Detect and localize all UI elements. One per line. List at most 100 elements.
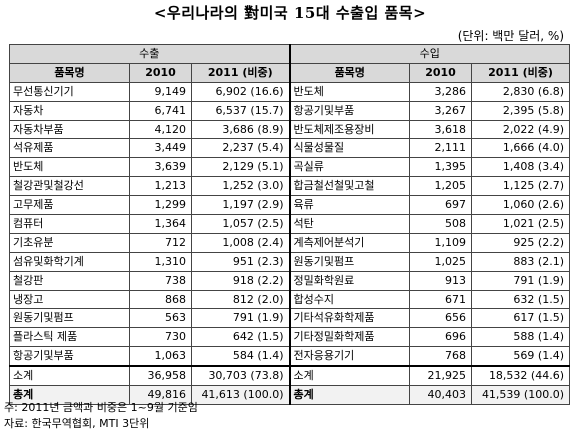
export-value-2010: 3,449 xyxy=(129,138,192,159)
import-item-name: 육류 xyxy=(288,195,410,216)
import-value-2010: 3,618 xyxy=(409,119,472,140)
import-item-name: 합금철선철및고철 xyxy=(288,176,410,197)
export-item-name: 기초유분 xyxy=(9,232,130,253)
import-total-2011: 41,539 (100.0) xyxy=(471,385,570,405)
import-value-2011: 1,666 (4.0) xyxy=(471,138,570,159)
export-value-2011: 3,686 (8.9) xyxy=(191,119,290,140)
export-item-name: 고무제품 xyxy=(9,195,130,216)
export-value-2010: 3,639 xyxy=(129,157,192,178)
import-col-item: 품목명 xyxy=(288,62,410,83)
import-value-2010: 1,205 xyxy=(409,176,472,197)
export-value-2011: 1,197 (2.9) xyxy=(191,195,290,216)
table-row: 섬유및화학기계 1,310 951 (2.3) 원동기및펌프 1,025 883 (2.1… xyxy=(9,251,570,272)
import-item-name: 곡실류 xyxy=(288,157,410,178)
import-value-2011: 2,022 (4.9) xyxy=(471,119,570,140)
import-value-2011: 1,408 (3.4) xyxy=(471,157,570,178)
import-item-name: 항공기및부품 xyxy=(288,100,410,121)
export-item-name: 자동차 xyxy=(9,100,130,121)
import-value-2011: 883 (2.1) xyxy=(471,251,570,272)
export-item-name: 컴퓨터 xyxy=(9,214,130,234)
export-value-2010: 712 xyxy=(129,232,192,253)
table-row: 반도체 3,639 2,129 (5.1) 곡실류 1,395 1,408 (3.4) xyxy=(9,157,570,178)
export-item-name: 항공기및부품 xyxy=(9,346,130,367)
export-value-2010: 1,299 xyxy=(129,195,192,216)
import-col-2010: 2010 xyxy=(409,62,472,83)
footnotes: 주: 2011년 금액과 비중은 1~9월 기준임 자료: 한국무역협회, MT… xyxy=(4,400,198,432)
export-header: 수출 xyxy=(9,44,290,64)
export-item-name: 섬유및화학기계 xyxy=(9,251,130,272)
import-value-2010: 656 xyxy=(409,308,472,329)
import-value-2011: 1,125 (2.7) xyxy=(471,176,570,197)
export-value-2010: 738 xyxy=(129,270,192,291)
export-value-2011: 951 (2.3) xyxy=(191,251,290,272)
export-value-2011: 6,537 (15.7) xyxy=(191,100,290,121)
export-col-item: 품목명 xyxy=(9,62,130,83)
export-value-2010: 1,063 xyxy=(129,346,192,367)
import-value-2010: 3,267 xyxy=(409,100,472,121)
import-value-2010: 671 xyxy=(409,289,472,310)
total-row: 총계 49,816 41,613 (100.0) 총계 40,403 41,539 (10… xyxy=(9,385,570,405)
import-item-name: 식물성물질 xyxy=(288,138,410,159)
export-value-2011: 1,057 (2.5) xyxy=(191,214,290,234)
import-col-2011: 2011 (비중) xyxy=(471,62,570,83)
footnote-period: 주: 2011년 금액과 비중은 1~9월 기준임 xyxy=(4,401,198,414)
export-col-2011: 2011 (비중) xyxy=(191,62,290,83)
import-subtotal-2010: 21,925 xyxy=(409,365,472,387)
import-value-2011: 925 (2.2) xyxy=(471,232,570,253)
export-item-name: 철강관및철강선 xyxy=(9,176,130,197)
import-item-name: 기타정밀화학제품 xyxy=(288,327,410,348)
table-row: 석유제품 3,449 2,237 (5.4) 식물성물질 2,111 1,666 (4.0… xyxy=(9,138,570,159)
export-value-2010: 4,120 xyxy=(129,119,192,140)
import-item-name: 기타석유화학제품 xyxy=(288,308,410,329)
table-row: 플라스틱 제품 730 642 (1.5) 기타정밀화학제품 696 588 (1.4) xyxy=(9,327,570,348)
export-value-2011: 6,902 (16.6) xyxy=(191,81,290,102)
export-value-2011: 1,008 (2.4) xyxy=(191,232,290,253)
import-value-2011: 617 (1.5) xyxy=(471,308,570,329)
import-value-2010: 1,395 xyxy=(409,157,472,178)
export-value-2010: 730 xyxy=(129,327,192,348)
table-row: 컴퓨터 1,364 1,057 (2.5) 석탄 508 1,021 (2.5) xyxy=(9,214,570,234)
import-item-name: 원동기및펌프 xyxy=(288,251,410,272)
import-value-2011: 588 (1.4) xyxy=(471,327,570,348)
import-value-2011: 791 (1.9) xyxy=(471,270,570,291)
table-row: 기초유분 712 1,008 (2.4) 계측제어분석기 1,109 925 (2.2) xyxy=(9,232,570,253)
import-item-name: 반도체 xyxy=(288,81,410,102)
import-header: 수입 xyxy=(288,44,570,64)
footnote-source: 자료: 한국무역협회, MTI 3단위 xyxy=(4,417,150,430)
table-row: 항공기및부품 1,063 584 (1.4) 전자응용기기 768 569 (1.4) xyxy=(9,346,570,367)
export-value-2011: 2,237 (5.4) xyxy=(191,138,290,159)
export-subtotal-2011: 30,703 (73.8) xyxy=(191,365,290,387)
export-value-2010: 9,149 xyxy=(129,81,192,102)
table-title: <우리나라의 對미국 15대 수출입 품목> xyxy=(153,4,427,22)
table-row: 무선통신기기 9,149 6,902 (16.6) 반도체 3,286 2,830 (6.… xyxy=(9,81,570,102)
import-subtotal-label: 소계 xyxy=(288,365,410,387)
table-row: 철강판 738 918 (2.2) 정밀화학원료 913 791 (1.9) xyxy=(9,270,570,291)
export-value-2010: 868 xyxy=(129,289,192,310)
header-row-columns: 품목명 2010 2011 (비중) 품목명 2010 2011 (비중) xyxy=(9,62,570,83)
import-value-2010: 1,109 xyxy=(409,232,472,253)
export-value-2011: 2,129 (5.1) xyxy=(191,157,290,178)
import-value-2011: 2,830 (6.8) xyxy=(471,81,570,102)
export-value-2010: 1,364 xyxy=(129,214,192,234)
export-value-2010: 1,310 xyxy=(129,251,192,272)
import-value-2011: 1,021 (2.5) xyxy=(471,214,570,234)
export-value-2010: 563 xyxy=(129,308,192,329)
import-value-2010: 768 xyxy=(409,346,472,367)
import-value-2010: 3,286 xyxy=(409,81,472,102)
import-item-name: 합성수지 xyxy=(288,289,410,310)
export-value-2011: 918 (2.2) xyxy=(191,270,290,291)
export-item-name: 원동기및펌프 xyxy=(9,308,130,329)
import-total-2010: 40,403 xyxy=(409,385,472,405)
import-value-2011: 1,060 (2.6) xyxy=(471,195,570,216)
import-item-name: 정밀화학원료 xyxy=(288,270,410,291)
import-value-2010: 2,111 xyxy=(409,138,472,159)
export-item-name: 석유제품 xyxy=(9,138,130,159)
import-item-name: 전자응용기기 xyxy=(288,346,410,367)
export-total-2011: 41,613 (100.0) xyxy=(191,385,290,405)
import-value-2011: 569 (1.4) xyxy=(471,346,570,367)
export-subtotal-2010: 36,958 xyxy=(129,365,192,387)
import-value-2010: 913 xyxy=(409,270,472,291)
import-value-2010: 1,025 xyxy=(409,251,472,272)
export-item-name: 플라스틱 제품 xyxy=(9,327,130,348)
table-row: 냉장고 868 812 (2.0) 합성수지 671 632 (1.5) xyxy=(9,289,570,310)
